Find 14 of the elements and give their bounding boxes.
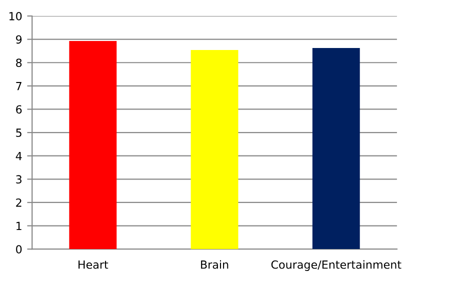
y-tick-label: 2: [16, 198, 22, 207]
y-tick-label: 9: [16, 35, 22, 44]
y-tick-label: 6: [16, 105, 22, 114]
x-tick-label: Heart: [78, 260, 108, 269]
y-tick-label: 0: [16, 245, 22, 254]
y-tick-label: 3: [16, 175, 22, 184]
y-tick-label: 1: [16, 222, 22, 230]
x-tick-label: Courage/Entertainment: [271, 260, 402, 271]
x-tick-label: Brain: [201, 260, 228, 269]
y-tick-label: 8: [16, 58, 22, 68]
y-tick-label: 5: [16, 128, 22, 137]
y-tick-label: 10: [9, 12, 22, 20]
y-tick-label: 7: [16, 82, 22, 90]
y-tick-label: 4: [16, 152, 22, 160]
